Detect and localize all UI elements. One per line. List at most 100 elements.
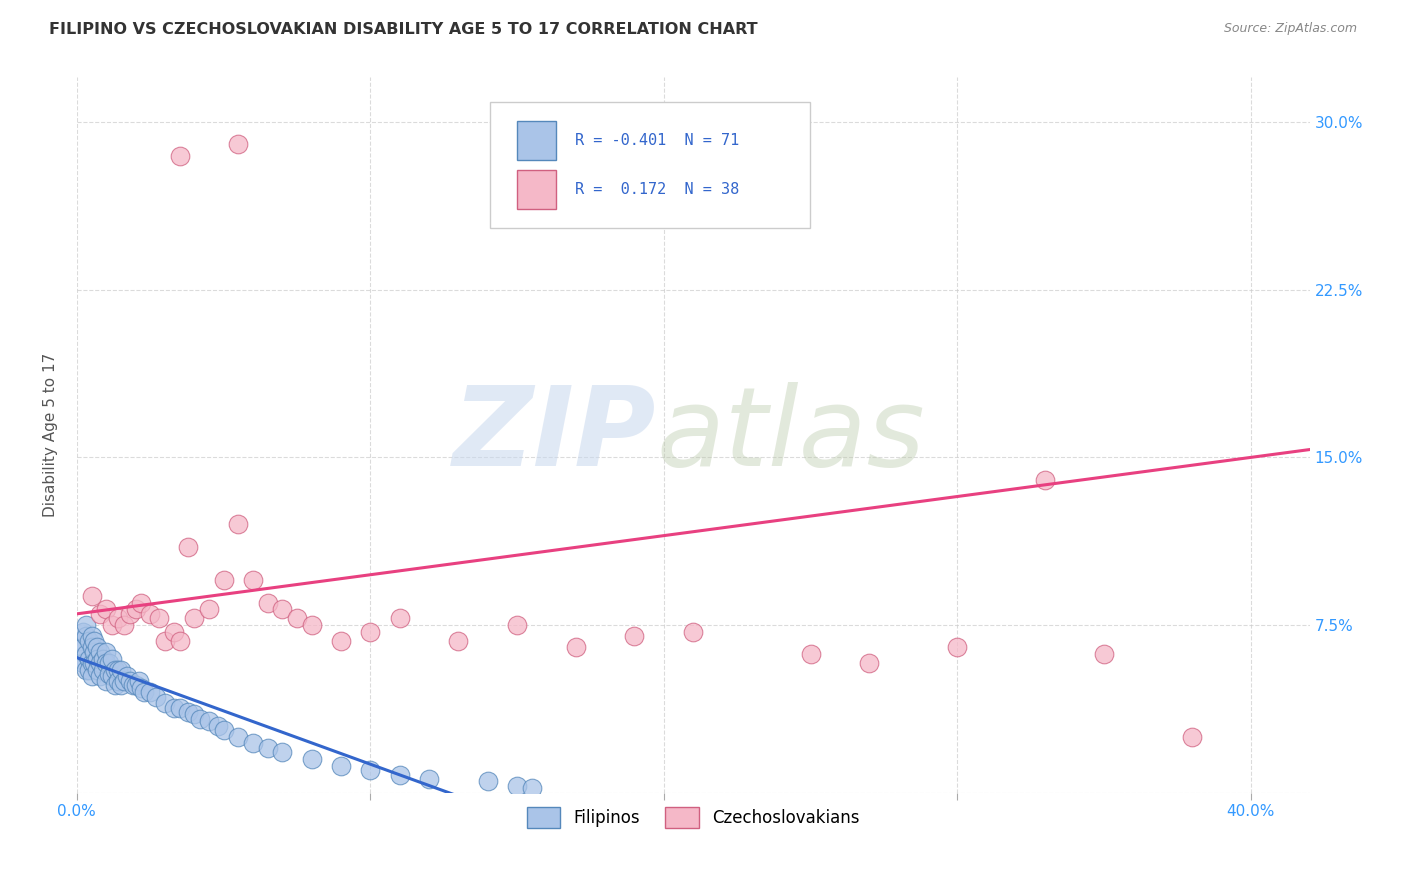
Point	[72, 656, 94, 670]
Point	[153, 633, 176, 648]
Point	[75, 629, 97, 643]
Point	[75, 663, 97, 677]
Point	[163, 624, 186, 639]
Point	[226, 137, 249, 152]
Point	[212, 574, 235, 588]
Point	[447, 633, 470, 648]
Point	[359, 764, 381, 778]
Point	[96, 656, 118, 670]
Point	[520, 781, 543, 796]
Point	[198, 602, 221, 616]
Point	[183, 611, 205, 625]
Point	[77, 633, 100, 648]
Point	[207, 718, 229, 732]
Point	[301, 618, 323, 632]
Point	[89, 669, 111, 683]
Point	[107, 611, 129, 625]
Point	[104, 678, 127, 692]
Point	[148, 611, 170, 625]
Point	[682, 624, 704, 639]
Point	[98, 667, 121, 681]
Point	[388, 611, 411, 625]
Point	[565, 640, 588, 655]
Bar	[517, 121, 557, 161]
Point	[112, 618, 135, 632]
Legend: Filipinos, Czechoslovakians: Filipinos, Czechoslovakians	[520, 801, 866, 834]
Point	[256, 596, 278, 610]
Point	[177, 540, 200, 554]
Point	[271, 746, 294, 760]
Point	[80, 629, 103, 643]
Point	[623, 629, 645, 643]
Point	[96, 673, 118, 688]
Point	[118, 607, 141, 621]
Point	[69, 633, 91, 648]
Point	[121, 678, 143, 692]
Point	[212, 723, 235, 737]
Point	[124, 602, 146, 616]
Point	[177, 705, 200, 719]
Point	[1035, 473, 1057, 487]
FancyBboxPatch shape	[489, 103, 810, 227]
Text: ZIP: ZIP	[453, 382, 657, 489]
Point	[110, 678, 132, 692]
Point	[330, 759, 353, 773]
Point	[75, 618, 97, 632]
Point	[69, 651, 91, 665]
Point	[72, 624, 94, 639]
Point	[1092, 647, 1115, 661]
Point	[124, 678, 146, 692]
Point	[169, 149, 191, 163]
Point	[169, 700, 191, 714]
Point	[477, 774, 499, 789]
Point	[98, 656, 121, 670]
Point	[86, 663, 108, 677]
Point	[75, 647, 97, 661]
Point	[101, 669, 124, 683]
Point	[110, 663, 132, 677]
Point	[80, 640, 103, 655]
Point	[145, 690, 167, 704]
Point	[183, 707, 205, 722]
Point	[115, 669, 138, 683]
Point	[112, 673, 135, 688]
Point	[91, 663, 114, 677]
Point	[301, 752, 323, 766]
Point	[418, 772, 440, 787]
Point	[89, 607, 111, 621]
Point	[153, 696, 176, 710]
Point	[169, 633, 191, 648]
Point	[858, 656, 880, 670]
Point	[506, 618, 529, 632]
Point	[131, 596, 153, 610]
Point	[139, 607, 162, 621]
Point	[83, 633, 105, 648]
Point	[96, 645, 118, 659]
Point	[242, 737, 264, 751]
Point	[359, 624, 381, 639]
Point	[226, 517, 249, 532]
Point	[77, 651, 100, 665]
Point	[1181, 730, 1204, 744]
Point	[134, 685, 156, 699]
Point	[89, 656, 111, 670]
Point	[256, 741, 278, 756]
Point	[128, 673, 150, 688]
Point	[388, 768, 411, 782]
Point	[163, 700, 186, 714]
Point	[198, 714, 221, 728]
Point	[800, 647, 823, 661]
Point	[226, 730, 249, 744]
Point	[139, 685, 162, 699]
Text: atlas: atlas	[657, 382, 925, 489]
Point	[86, 651, 108, 665]
Point	[107, 663, 129, 677]
Point	[91, 651, 114, 665]
Point	[80, 589, 103, 603]
Point	[242, 574, 264, 588]
Point	[107, 673, 129, 688]
Point	[80, 656, 103, 670]
Text: FILIPINO VS CZECHOSLOVAKIAN DISABILITY AGE 5 TO 17 CORRELATION CHART: FILIPINO VS CZECHOSLOVAKIAN DISABILITY A…	[49, 22, 758, 37]
Point	[271, 602, 294, 616]
Text: Source: ZipAtlas.com: Source: ZipAtlas.com	[1223, 22, 1357, 36]
